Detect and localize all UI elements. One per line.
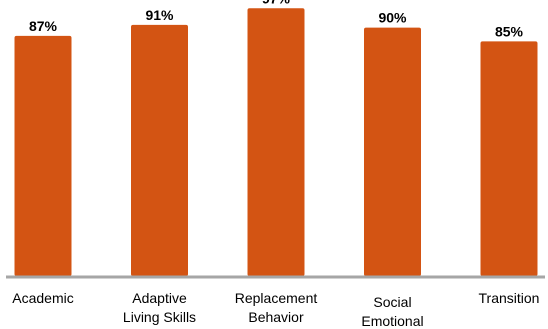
category-label: Replacement	[235, 290, 318, 306]
bar	[131, 24, 188, 277]
value-label: 85%	[495, 23, 524, 39]
bar	[14, 35, 72, 276]
bar	[247, 8, 305, 277]
category-label: Transition	[479, 290, 540, 306]
category-label: Social	[373, 294, 411, 310]
value-label: 91%	[145, 7, 174, 23]
category-label: Living Skills	[123, 309, 196, 325]
value-label: 87%	[29, 18, 58, 34]
category-label: Adaptive	[132, 290, 187, 306]
bar	[480, 41, 538, 277]
value-labels-group: 87% 91% 97% 90% 85%	[29, 0, 524, 39]
bar	[364, 27, 421, 276]
value-label: 97%	[262, 0, 291, 6]
bars-group	[14, 8, 538, 277]
category-labels-group: Academic Adaptive Living Skills Replacement…	[12, 290, 539, 329]
category-label: Emotional	[361, 313, 423, 329]
value-label: 90%	[378, 10, 407, 26]
category-label: Academic	[12, 290, 73, 306]
category-label: Behavior	[248, 309, 304, 325]
